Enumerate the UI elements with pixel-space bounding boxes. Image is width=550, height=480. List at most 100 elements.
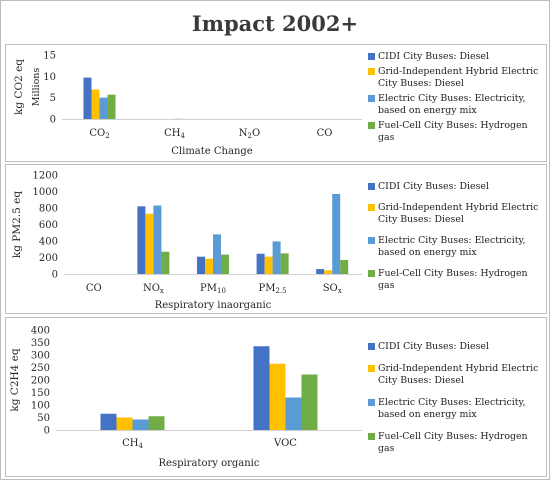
bar bbox=[269, 363, 286, 430]
y-tick-label: 600 bbox=[39, 220, 58, 231]
y-tick-label: 0 bbox=[50, 115, 56, 126]
legend-swatch-electric bbox=[368, 95, 375, 102]
climate-change-panel: 0 5 10 15 CO2 CH4 N2O CO Climate Change kg CO2 eq… bbox=[5, 44, 547, 162]
bar bbox=[280, 253, 289, 274]
x-axis-title: Respiratory inaorganic bbox=[155, 300, 272, 311]
legend-swatch-electric bbox=[368, 399, 375, 406]
respiratory-inorganic-legend: CIDI City Buses: Diesel Grid-Independent… bbox=[368, 181, 544, 292]
bar bbox=[264, 256, 273, 274]
legend-item-electric: Electric City Buses: Electricity, based … bbox=[368, 397, 544, 421]
legend-swatch-hybrid bbox=[368, 68, 375, 75]
y-tick-label: 0 bbox=[52, 270, 58, 281]
bar bbox=[272, 241, 281, 274]
y-tick-label: 800 bbox=[39, 204, 58, 215]
y-tick-label: 150 bbox=[31, 388, 50, 399]
legend-item-hybrid: Grid-Independent Hybrid Electric City Bu… bbox=[368, 66, 544, 90]
bar bbox=[161, 251, 170, 274]
legend-label-cidi: CIDI City Buses: Diesel bbox=[378, 181, 489, 192]
legend-label-hybrid: Grid-Independent Hybrid Electric City Bu… bbox=[378, 66, 539, 89]
legend-swatch-fuel-cell bbox=[368, 270, 375, 277]
legend-label-cidi: CIDI City Buses: Diesel bbox=[378, 341, 489, 352]
y-tick-label: 400 bbox=[31, 326, 50, 337]
y-tick-label: 5 bbox=[50, 93, 56, 104]
legend-item-cidi: CIDI City Buses: Diesel bbox=[368, 51, 544, 63]
bar bbox=[213, 234, 221, 274]
legend-item-fuel-cell: Fuel-Cell City Buses: Hydrogen gas bbox=[368, 268, 544, 292]
bar bbox=[107, 94, 116, 119]
legend-item-cidi: CIDI City Buses: Diesel bbox=[368, 341, 544, 353]
x-tick-label: CH4 bbox=[122, 438, 143, 450]
legend-swatch-hybrid bbox=[368, 365, 375, 372]
legend-item-fuel-cell: Fuel-Cell City Buses: Hydrogen gas bbox=[368, 431, 544, 455]
x-tick-label: NOx bbox=[143, 283, 164, 295]
legend-item-cidi: CIDI City Buses: Diesel bbox=[368, 181, 544, 193]
y-tick-label: 100 bbox=[31, 401, 50, 412]
legend-label-cidi: CIDI City Buses: Diesel bbox=[378, 51, 489, 62]
legend-label-electric: Electric City Buses: Electricity, based … bbox=[378, 397, 526, 420]
y-tick-label: 350 bbox=[31, 338, 50, 349]
legend-swatch-cidi bbox=[368, 53, 375, 60]
climate-change-legend: CIDI City Buses: Diesel Grid-Independent… bbox=[368, 51, 544, 144]
legend-item-electric: Electric City Buses: Electricity, based … bbox=[368, 93, 544, 117]
x-axis-title: Respiratory organic bbox=[159, 458, 260, 469]
figure-title: Impact 2002+ bbox=[191, 11, 359, 36]
y-tick-label: 1200 bbox=[33, 171, 58, 182]
x-tick-label: PM2.5 bbox=[259, 283, 287, 295]
respiratory-inorganic-chart: 0 200 400 600 800 1000 1200 CO NOx PM10 PM2.5 SOx Re… bbox=[11, 171, 362, 311]
legend-label-fuel-cell: Fuel-Cell City Buses: Hydrogen gas bbox=[378, 268, 528, 291]
legend-item-hybrid: Grid-Independent Hybrid Electric City Bu… bbox=[368, 202, 544, 226]
legend-swatch-cidi bbox=[368, 343, 375, 350]
legend-swatch-hybrid bbox=[368, 204, 375, 211]
legend-swatch-fuel-cell bbox=[368, 122, 375, 129]
respiratory-inorganic-panel: 0 200 400 600 800 1000 1200 CO NOx PM10 PM2.5 SOx Re… bbox=[5, 164, 547, 314]
x-axis-title: Climate Change bbox=[171, 146, 253, 157]
bar bbox=[332, 193, 341, 274]
y-axis-title: kg CO2 eq bbox=[13, 59, 25, 115]
x-tick-label: CO bbox=[86, 283, 102, 294]
bar bbox=[153, 205, 162, 274]
bar bbox=[116, 417, 133, 430]
bar bbox=[145, 213, 154, 274]
legend-swatch-cidi bbox=[368, 183, 375, 190]
y-tick-label: 200 bbox=[39, 253, 58, 264]
bar bbox=[253, 346, 270, 430]
bar bbox=[132, 419, 149, 430]
legend-swatch-fuel-cell bbox=[368, 433, 375, 440]
bar bbox=[301, 374, 318, 430]
legend-swatch-electric bbox=[368, 237, 375, 244]
bar bbox=[148, 416, 165, 430]
bar bbox=[99, 97, 108, 119]
legend-label-fuel-cell: Fuel-Cell City Buses: Hydrogen gas bbox=[378, 120, 528, 143]
x-tick-label: N2O bbox=[239, 128, 260, 140]
climate-change-chart: 0 5 10 15 CO2 CH4 N2O CO Climate Change kg CO2 eq… bbox=[13, 51, 362, 157]
bar bbox=[83, 77, 92, 119]
y-tick-label: 300 bbox=[31, 351, 50, 362]
x-tick-label: PM10 bbox=[200, 283, 226, 295]
y-tick-label: 1000 bbox=[33, 187, 58, 198]
legend-label-electric: Electric City Buses: Electricity, based … bbox=[378, 93, 526, 116]
bar bbox=[100, 413, 117, 430]
bar bbox=[137, 206, 146, 274]
respiratory-organic-legend: CIDI City Buses: Diesel Grid-Independent… bbox=[368, 341, 544, 455]
bar bbox=[91, 89, 100, 119]
bar bbox=[205, 258, 213, 274]
x-tick-label: VOC bbox=[273, 438, 297, 449]
bar bbox=[285, 397, 302, 430]
x-tick-label: CO bbox=[317, 128, 333, 139]
y-tick-label: 15 bbox=[43, 51, 56, 62]
x-tick-label: CO2 bbox=[89, 128, 109, 140]
legend-label-electric: Electric City Buses: Electricity, based … bbox=[378, 235, 526, 258]
legend-label-hybrid: Grid-Independent Hybrid Electric City Bu… bbox=[378, 363, 539, 386]
bar bbox=[221, 254, 229, 274]
y-tick-label: 250 bbox=[31, 363, 50, 374]
legend-item-electric: Electric City Buses: Electricity, based … bbox=[368, 235, 544, 259]
bar bbox=[256, 253, 265, 274]
y-tick-label: 200 bbox=[31, 376, 50, 387]
bar bbox=[324, 270, 333, 274]
legend-label-hybrid: Grid-Independent Hybrid Electric City Bu… bbox=[378, 202, 539, 225]
y-tick-label: 0 bbox=[44, 426, 50, 437]
y-axis-title: kg PM2.5 eq bbox=[11, 191, 23, 258]
legend-label-fuel-cell: Fuel-Cell City Buses: Hydrogen gas bbox=[378, 431, 528, 454]
legend-item-hybrid: Grid-Independent Hybrid Electric City Bu… bbox=[368, 363, 544, 387]
